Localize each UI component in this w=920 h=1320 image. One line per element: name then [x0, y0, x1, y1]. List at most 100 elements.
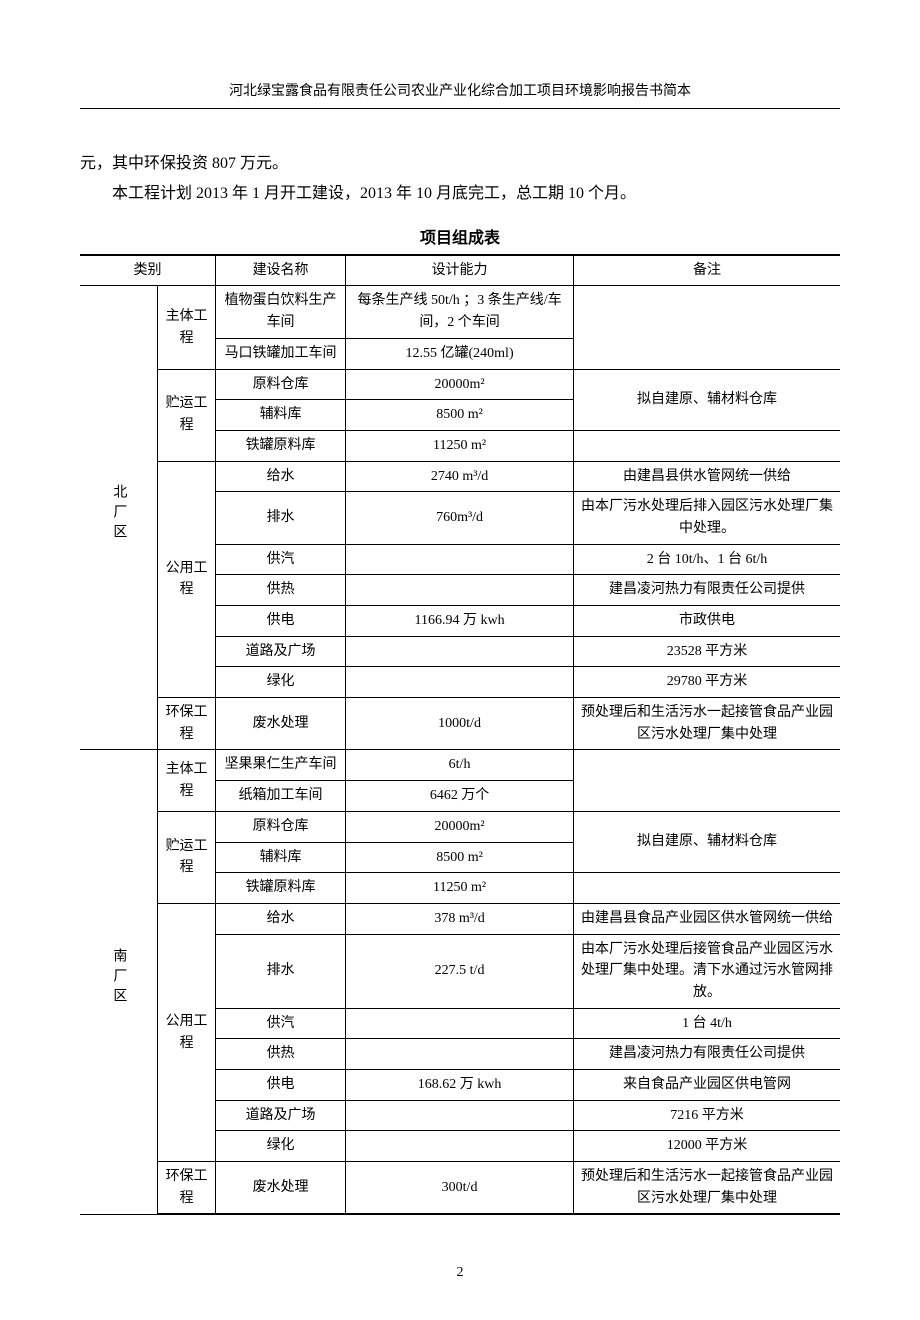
- cell-name: 绿化: [216, 667, 346, 698]
- doc-header: 河北绿宝露食品有限责任公司农业产业化综合加工项目环境影响报告书简本: [80, 80, 840, 109]
- cell-name: 辅料库: [216, 400, 346, 431]
- cell-cap: 300t/d: [346, 1162, 574, 1215]
- cell-cap: 6t/h: [346, 750, 574, 781]
- cell-cap: [346, 1008, 574, 1039]
- cell-name: 排水: [216, 492, 346, 544]
- cell-name: 供汽: [216, 544, 346, 575]
- table-title: 项目组成表: [80, 224, 840, 248]
- cell-cap: 1000t/d: [346, 698, 574, 750]
- south-label: 南厂区: [80, 750, 158, 1215]
- cell-cap: 760m³/d: [346, 492, 574, 544]
- cell-name: 原料仓库: [216, 369, 346, 400]
- cell-note: 1 台 4t/h: [574, 1008, 840, 1039]
- cell-cap: 每条生产线 50t/h ；3 条生产线/车间，2 个车间: [346, 286, 574, 338]
- cell-name: 植物蛋白饮料生产车间: [216, 286, 346, 338]
- cell-note: [574, 430, 840, 461]
- cell-name: 原料仓库: [216, 811, 346, 842]
- cell-name: 供电: [216, 1070, 346, 1101]
- cell-name: 供热: [216, 1039, 346, 1070]
- cell-note: 预处理后和生活污水一起接管食品产业园区污水处理厂集中处理: [574, 1162, 840, 1215]
- cell-note: 2 台 10t/h、1 台 6t/h: [574, 544, 840, 575]
- table-row: 公用工程 给水 2740 m³/d 由建昌县供水管网统一供给: [80, 461, 840, 492]
- cell-note: 来自食品产业园区供电管网: [574, 1070, 840, 1101]
- col-note: 备注: [574, 255, 840, 286]
- cell-note: 12000 平方米: [574, 1131, 840, 1162]
- cell-note: 拟自建原、辅材料仓库: [574, 369, 840, 430]
- cell-name: 纸箱加工车间: [216, 781, 346, 812]
- cell-cap: 11250 m²: [346, 430, 574, 461]
- cell-note: 建昌凌河热力有限责任公司提供: [574, 1039, 840, 1070]
- para-2: 本工程计划 2013 年 1 月开工建设，2013 年 10 月底完工，总工期 …: [80, 179, 840, 209]
- north-huanbao-label: 环保工程: [158, 698, 216, 750]
- cell-name: 供汽: [216, 1008, 346, 1039]
- cell-cap: 2740 m³/d: [346, 461, 574, 492]
- col-name: 建设名称: [216, 255, 346, 286]
- cell-cap: [346, 544, 574, 575]
- project-table: 类别 建设名称 设计能力 备注 北厂区 主体工程 植物蛋白饮料生产车间 每条生产…: [80, 254, 840, 1216]
- cell-name: 辅料库: [216, 842, 346, 873]
- cell-cap: 1166.94 万 kwh: [346, 606, 574, 637]
- south-huanbao-label: 环保工程: [158, 1162, 216, 1215]
- cell-name: 绿化: [216, 1131, 346, 1162]
- cell-cap: 8500 m²: [346, 400, 574, 431]
- cell-name: 废水处理: [216, 698, 346, 750]
- table-row: 贮运工程 原料仓库 20000m² 拟自建原、辅材料仓库: [80, 369, 840, 400]
- cell-note: [574, 286, 840, 369]
- cell-name: 道路及广场: [216, 1100, 346, 1131]
- cell-cap: [346, 1100, 574, 1131]
- cell-name: 道路及广场: [216, 636, 346, 667]
- cell-cap: 12.55 亿罐(240ml): [346, 338, 574, 369]
- cell-name: 马口铁罐加工车间: [216, 338, 346, 369]
- cell-note: 29780 平方米: [574, 667, 840, 698]
- cell-name: 铁罐原料库: [216, 430, 346, 461]
- cell-cap: 6462 万个: [346, 781, 574, 812]
- cell-cap: 8500 m²: [346, 842, 574, 873]
- cell-name: 废水处理: [216, 1162, 346, 1215]
- table-row: 环保工程 废水处理 1000t/d 预处理后和生活污水一起接管食品产业园区污水处…: [80, 698, 840, 750]
- cell-note: 由建昌县食品产业园区供水管网统一供给: [574, 903, 840, 934]
- cell-cap: 20000m²: [346, 369, 574, 400]
- cell-cap: 20000m²: [346, 811, 574, 842]
- table-row: 环保工程 废水处理 300t/d 预处理后和生活污水一起接管食品产业园区污水处理…: [80, 1162, 840, 1215]
- cell-cap: [346, 575, 574, 606]
- table-head-row: 类别 建设名称 设计能力 备注: [80, 255, 840, 286]
- cell-cap: [346, 1039, 574, 1070]
- cell-name: 坚果果仁生产车间: [216, 750, 346, 781]
- cell-note: 由本厂污水处理后排入园区污水处理厂集中处理。: [574, 492, 840, 544]
- cell-cap: 11250 m²: [346, 873, 574, 904]
- cell-name: 供电: [216, 606, 346, 637]
- page-number: 2: [80, 1265, 840, 1281]
- cell-cap: 227.5 t/d: [346, 934, 574, 1008]
- north-zhuyun-label: 贮运工程: [158, 369, 216, 461]
- cell-note: 由建昌县供水管网统一供给: [574, 461, 840, 492]
- south-gongyong-label: 公用工程: [158, 903, 216, 1161]
- cell-name: 铁罐原料库: [216, 873, 346, 904]
- para-1: 元，其中环保投资 807 万元。: [80, 149, 840, 179]
- col-category: 类别: [80, 255, 216, 286]
- cell-cap: [346, 1131, 574, 1162]
- cell-cap: 168.62 万 kwh: [346, 1070, 574, 1101]
- cell-note: 预处理后和生活污水一起接管食品产业园区污水处理厂集中处理: [574, 698, 840, 750]
- cell-name: 供热: [216, 575, 346, 606]
- table-row: 南厂区 主体工程 坚果果仁生产车间 6t/h: [80, 750, 840, 781]
- cell-note: 市政供电: [574, 606, 840, 637]
- north-gongyong-label: 公用工程: [158, 461, 216, 698]
- cell-cap: [346, 667, 574, 698]
- cell-note: 拟自建原、辅材料仓库: [574, 811, 840, 872]
- cell-name: 给水: [216, 461, 346, 492]
- cell-name: 排水: [216, 934, 346, 1008]
- north-zhuti-label: 主体工程: [158, 286, 216, 369]
- table-row: 公用工程 给水 378 m³/d 由建昌县食品产业园区供水管网统一供给: [80, 903, 840, 934]
- cell-note: 23528 平方米: [574, 636, 840, 667]
- cell-note: [574, 750, 840, 811]
- south-zhuyun-label: 贮运工程: [158, 811, 216, 903]
- cell-cap: [346, 636, 574, 667]
- cell-name: 给水: [216, 903, 346, 934]
- col-capacity: 设计能力: [346, 255, 574, 286]
- cell-note: 由本厂污水处理后接管食品产业园区污水处理厂集中处理。清下水通过污水管网排放。: [574, 934, 840, 1008]
- cell-note: 建昌凌河热力有限责任公司提供: [574, 575, 840, 606]
- table-row: 北厂区 主体工程 植物蛋白饮料生产车间 每条生产线 50t/h ；3 条生产线/…: [80, 286, 840, 338]
- table-row: 贮运工程 原料仓库 20000m² 拟自建原、辅材料仓库: [80, 811, 840, 842]
- cell-note: 7216 平方米: [574, 1100, 840, 1131]
- cell-note: [574, 873, 840, 904]
